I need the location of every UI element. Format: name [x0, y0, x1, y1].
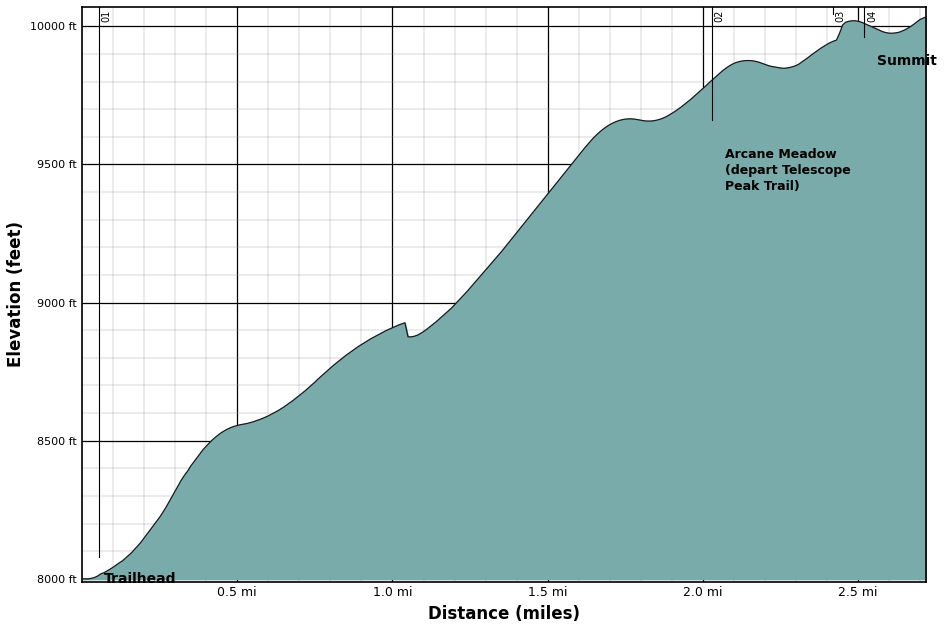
- Y-axis label: Elevation (feet): Elevation (feet): [7, 221, 25, 367]
- Text: Arcane Meadow
(depart Telescope
Peak Trail): Arcane Meadow (depart Telescope Peak Tra…: [725, 148, 850, 193]
- Text: 04: 04: [867, 9, 877, 22]
- Text: 03: 03: [836, 9, 846, 22]
- Text: 01: 01: [102, 9, 111, 22]
- Text: Summit: Summit: [877, 54, 937, 68]
- X-axis label: Distance (miles): Distance (miles): [428, 605, 580, 623]
- Text: 02: 02: [714, 9, 725, 22]
- Text: Trailhead: Trailhead: [104, 572, 176, 586]
